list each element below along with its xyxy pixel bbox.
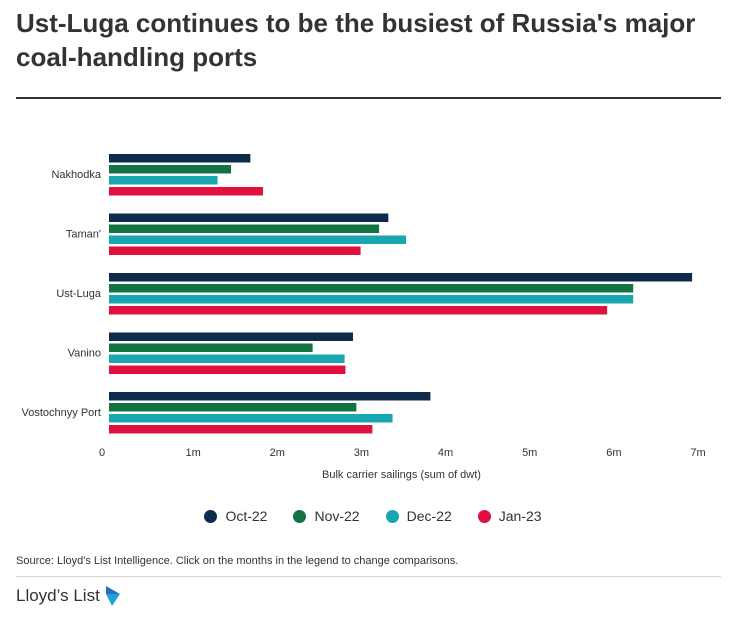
chart-legend: Oct-22 Nov-22 Dec-22 Jan-23 (0, 508, 746, 524)
bar-taman--dec-22 (109, 235, 407, 244)
x-tick-label: 2m (270, 447, 285, 459)
title-divider (16, 97, 721, 99)
bar-vanino-nov-22 (109, 343, 313, 352)
bar-taman--nov-22 (109, 224, 380, 233)
footer-divider (16, 576, 721, 577)
bar-ust-luga-nov-22 (109, 284, 634, 293)
bar-vostochnyy-port-nov-22 (109, 403, 357, 412)
bar-nakhodka-oct-22 (109, 154, 251, 163)
category-label: Vanino (68, 347, 101, 359)
bar-nakhodka-dec-22 (109, 176, 218, 185)
legend-label: Oct-22 (225, 508, 268, 524)
category-label: Taman' (66, 228, 101, 240)
legend-dot-icon (477, 509, 491, 523)
legend-item-dec-22[interactable]: Dec-22 (385, 508, 452, 524)
x-tick-label: 5m (522, 447, 537, 459)
category-label: Vostochnyy Port (22, 407, 102, 419)
legend-dot-icon (293, 509, 307, 523)
legend-item-oct-22[interactable]: Oct-22 (204, 508, 267, 524)
bar-nakhodka-jan-23 (109, 187, 263, 196)
category-label: Ust-Luga (56, 288, 102, 300)
legend-item-jan-23[interactable]: Jan-23 (477, 508, 542, 524)
bar-taman--jan-23 (109, 246, 361, 255)
bar-vostochnyy-port-oct-22 (109, 392, 431, 401)
bar-ust-luga-oct-22 (109, 273, 693, 282)
chart-title: Ust-Luga continues to be the busiest of … (16, 8, 696, 72)
brand-logo: Lloyd’s List (16, 585, 122, 607)
x-tick-label: 6m (606, 447, 621, 459)
legend-label: Jan-23 (498, 508, 542, 524)
brand-name: Lloyd’s List (16, 586, 100, 605)
bar-vanino-oct-22 (109, 332, 354, 341)
legend-item-nov-22[interactable]: Nov-22 (293, 508, 360, 524)
x-tick-label: 1m (186, 447, 201, 459)
bar-taman--oct-22 (109, 213, 389, 222)
bar-nakhodka-nov-22 (109, 165, 232, 174)
x-tick-label: 0 (99, 447, 105, 459)
legend-label: Dec-22 (406, 508, 452, 524)
legend-dot-icon (385, 509, 399, 523)
bar-vanino-dec-22 (109, 354, 345, 363)
bar-vanino-jan-23 (109, 365, 346, 374)
bar-chart: Nakhodka Taman' Ust-Luga Vanino Vostochnyy P… (22, 154, 706, 481)
x-tick-label: 7m (690, 447, 705, 459)
x-tick-label: 4m (438, 447, 453, 459)
x-axis-title: Bulk carrier sailings (sum of dwt) (322, 469, 481, 481)
lloyds-list-logo-icon (105, 586, 120, 606)
bar-vostochnyy-port-dec-22 (109, 414, 393, 423)
legend-dot-icon (204, 509, 218, 523)
x-tick-label: 3m (354, 447, 369, 459)
source-note: Source: Lloyd's List Intelligence. Click… (16, 555, 459, 567)
bar-vostochnyy-port-jan-23 (109, 425, 373, 434)
legend-label: Nov-22 (314, 508, 360, 524)
bar-ust-luga-dec-22 (109, 295, 634, 304)
category-label: Nakhodka (51, 169, 101, 181)
bar-ust-luga-jan-23 (109, 306, 608, 315)
